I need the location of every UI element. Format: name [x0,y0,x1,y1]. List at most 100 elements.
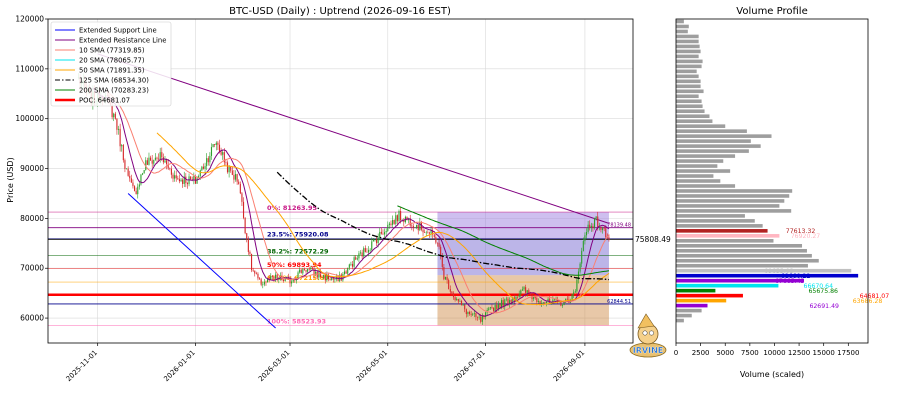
fib-level-label: 100%: 58523.93 [267,317,326,325]
candle-body [250,253,253,271]
candle-body [198,176,200,179]
volume-axes: 0 2500 5000 7500 10000 12500 15000 17500 [674,343,859,357]
volume-bar [676,214,745,218]
candle-body [366,251,368,253]
candle-body [220,151,222,155]
volume-bar [676,253,812,258]
resistance-trend-line [97,53,610,224]
candle-body [310,267,312,270]
candle-body [547,298,549,302]
candle-body [138,184,140,187]
candle-body [510,300,512,302]
candle-body [428,232,431,234]
volume-bar [676,89,704,94]
volume-bar-label: 68660.22 [781,273,811,280]
candle-body [294,279,296,281]
candle-body [140,174,142,185]
volume-bar [676,318,684,323]
candle-body [284,277,286,281]
candle-body [316,271,318,278]
volume-bar-label: 65675.86 [808,288,838,295]
candle-body [424,232,426,233]
candle-body [605,228,607,238]
candle-body [311,267,314,269]
volume-bar [676,209,792,213]
candle-body [446,277,448,281]
candle-body [582,241,584,251]
candle-body [587,224,589,232]
candle-body [137,186,139,195]
candle-body [440,246,442,257]
candle-body [247,239,249,252]
price-horizontal-label: 62844.51 [607,299,631,305]
volume-bar [676,104,703,109]
candle-body [356,258,358,260]
price-chart-ylabel: Price (USD) [6,157,15,202]
candle-body [584,235,586,242]
candle-body [345,271,347,274]
candle-body [600,226,602,230]
candle-body [249,251,251,254]
candle-body [273,276,275,279]
candle-body [457,298,459,302]
candle-body [177,178,179,180]
candle-body [313,268,315,275]
candle-body [427,232,429,234]
candle-body [172,174,174,179]
candle-body [472,313,474,315]
legend-label: 125 SMA (68534.30) [79,77,149,85]
volume-chart-xlabel: Volume (scaled) [740,370,804,379]
price-ytick-label: 100000 [15,114,44,123]
candle-body [412,226,414,228]
volume-bar [676,184,736,188]
candle-body [226,162,229,173]
candle-body [127,168,129,176]
volume-bar [676,248,807,253]
price-ytick-label: 80000 [20,214,44,223]
candle-body [497,304,499,310]
volume-bar [676,129,747,133]
candle-body [308,268,310,270]
candle-body [414,227,416,229]
volume-bar [676,79,701,84]
volume-bar-label: 77613.32 [786,228,816,235]
candle-body [321,277,323,278]
candle-body [246,233,248,240]
candle-body [425,232,427,234]
candle-body [505,298,507,300]
candle-body [541,302,543,304]
candle-body [329,279,331,281]
volume-bar [676,69,697,74]
candle-body [156,157,158,159]
price-ytick-label: 70000 [20,264,44,273]
volume-xtick-label: 10000 [763,349,785,357]
candle-body [242,201,245,218]
candle-body [350,263,352,265]
candle-body [422,229,424,233]
candle-body [135,190,137,195]
candle-body [331,277,333,281]
candle-body [550,302,552,303]
candle-body [533,296,535,299]
candle-body [239,184,241,194]
candle-body [512,297,514,302]
candle-body [589,224,591,228]
candle-body [454,297,456,301]
candle-body [598,226,600,228]
candle-body [342,273,344,281]
volume-bar [676,159,724,163]
volume-bar [676,239,774,243]
candle-body [166,160,168,165]
volume-bar [676,34,699,39]
candle-body [231,170,233,175]
candle-body [339,274,341,282]
candle-body [561,305,564,306]
candle-body [436,242,439,244]
candle-body [236,174,238,182]
candle-body [169,168,171,170]
sma-20-line [108,92,610,314]
price-horizontal-label: 78139.48 [607,223,631,229]
candle-body [416,224,418,228]
